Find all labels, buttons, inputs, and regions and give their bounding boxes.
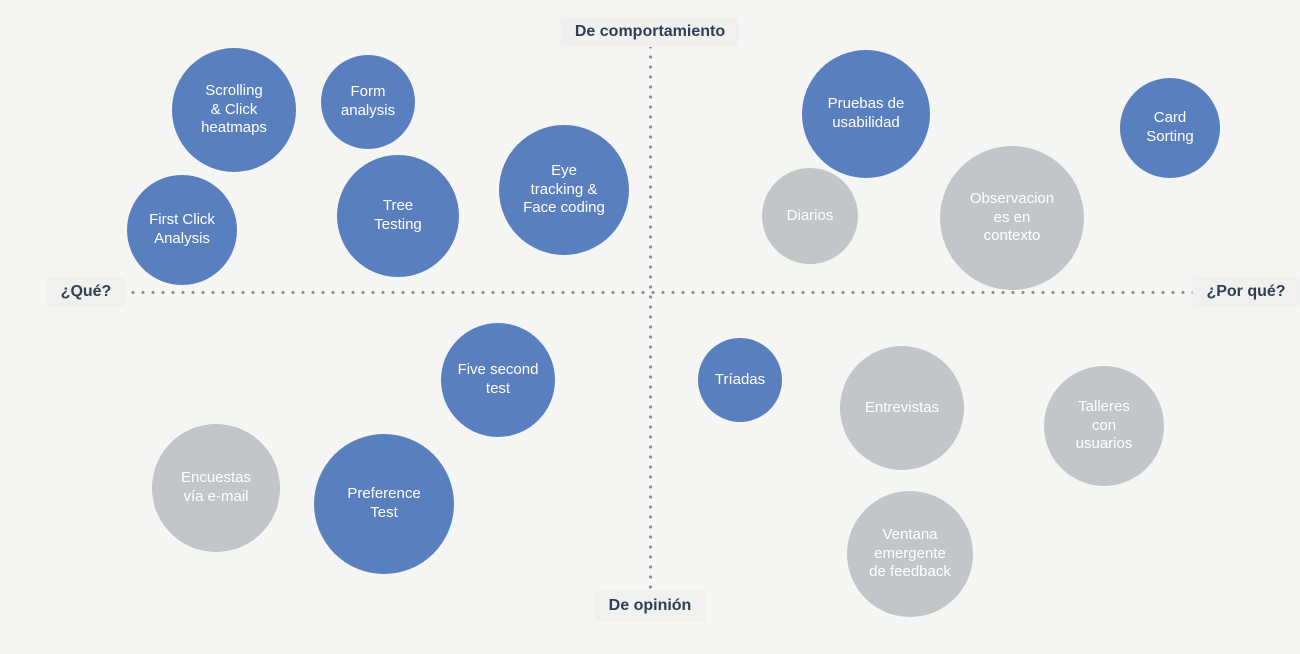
bubble-label: Five second test <box>458 361 539 399</box>
quadrant-canvas: De comportamiento De opinión ¿Qué? ¿Por … <box>0 0 1300 654</box>
bubble-label: Eye tracking & Face coding <box>523 162 605 218</box>
bubble-eye-tracking-face-coding: Eye tracking & Face coding <box>499 125 629 255</box>
bubble-five-second-test: Five second test <box>441 323 555 437</box>
bubble-label: First Click Analysis <box>149 211 215 249</box>
bubble-label: Preference Test <box>347 485 420 523</box>
bubble-label: Talleres con usuarios <box>1076 398 1133 454</box>
vertical-axis <box>649 42 652 596</box>
axis-label-top: De comportamiento <box>561 17 739 47</box>
axis-label-right: ¿Por qué? <box>1192 277 1299 307</box>
bubble-pruebas-de-usabilidad: Pruebas de usabilidad <box>802 50 930 178</box>
bubble-label: Form analysis <box>341 83 395 121</box>
bubble-ventana-emergente-feedback: Ventana emergente de feedback <box>847 491 973 617</box>
axis-label-bottom: De opinión <box>595 591 706 621</box>
bubble-card-sorting: Card Sorting <box>1120 78 1220 178</box>
bubble-label: Tríadas <box>715 371 765 390</box>
bubble-triadas: Tríadas <box>698 338 782 422</box>
bubble-first-click-analysis: First Click Analysis <box>127 175 237 285</box>
bubble-preference-test: Preference Test <box>314 434 454 574</box>
bubble-label: Card Sorting <box>1146 109 1194 147</box>
bubble-form-analysis: Form analysis <box>321 55 415 149</box>
bubble-label: Encuestas vía e-mail <box>181 469 251 507</box>
bubble-label: Observacion es en contexto <box>970 190 1054 246</box>
bubble-tree-testing: Tree Testing <box>337 155 459 277</box>
bubble-diarios: Diarios <box>762 168 858 264</box>
bubble-entrevistas: Entrevistas <box>840 346 964 470</box>
bubble-talleres-con-usuarios: Talleres con usuarios <box>1044 366 1164 486</box>
bubble-label: Tree Testing <box>374 197 422 235</box>
bubble-label: Entrevistas <box>865 399 939 418</box>
bubble-label: Ventana emergente de feedback <box>869 526 951 582</box>
bubble-label: Scrolling & Click heatmaps <box>201 82 267 138</box>
bubble-observaciones-en-contexto: Observacion es en contexto <box>940 146 1084 290</box>
bubble-label: Pruebas de usabilidad <box>828 95 905 133</box>
bubble-scrolling-click-heatmaps: Scrolling & Click heatmaps <box>172 48 296 172</box>
bubble-encuestas-via-email: Encuestas vía e-mail <box>152 424 280 552</box>
bubble-label: Diarios <box>787 207 834 226</box>
axis-label-left: ¿Qué? <box>47 277 126 307</box>
